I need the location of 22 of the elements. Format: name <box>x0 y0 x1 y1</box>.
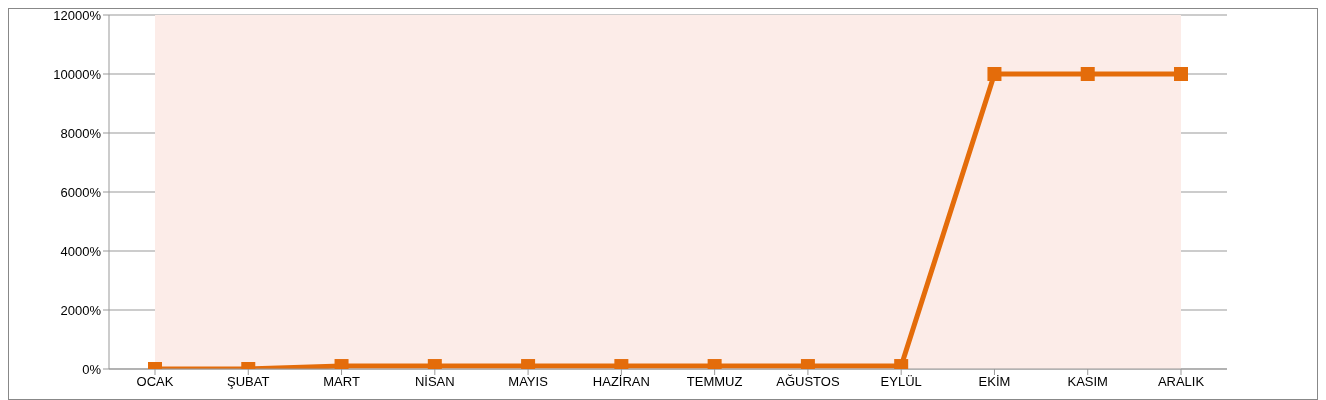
point <box>987 67 1002 81</box>
y-tick-label: 12000% <box>53 7 102 23</box>
y-tick-label: 6000% <box>60 184 102 200</box>
x-tick-label: OCAK <box>136 374 174 390</box>
point <box>1174 67 1188 81</box>
y-tick-label: 4000% <box>60 243 102 259</box>
x-tick-label: EKİM <box>978 374 1011 390</box>
x-tick-label: MAYIS <box>508 374 549 390</box>
y-tick-label: 0% <box>82 361 102 377</box>
x-tick-label: MART <box>323 374 360 390</box>
x-tick-label: KASIM <box>1067 374 1108 390</box>
x-tick-label: AĞUSTOS <box>776 374 840 390</box>
x-tick-label: TEMMUZ <box>686 374 743 390</box>
point <box>1080 67 1095 81</box>
y-tick-label: 10000% <box>53 66 102 82</box>
x-tick-label: NİSAN <box>414 374 455 390</box>
x-tick-label: ŞUBAT <box>227 374 270 390</box>
y-tick-label: 8000% <box>60 125 102 141</box>
x-tick-label: HAZİRAN <box>592 374 650 390</box>
x-tick-label: EYLÜL <box>880 374 922 390</box>
x-tick-label: ARALIK <box>1157 374 1205 390</box>
y-tick-label: 2000% <box>60 302 102 318</box>
